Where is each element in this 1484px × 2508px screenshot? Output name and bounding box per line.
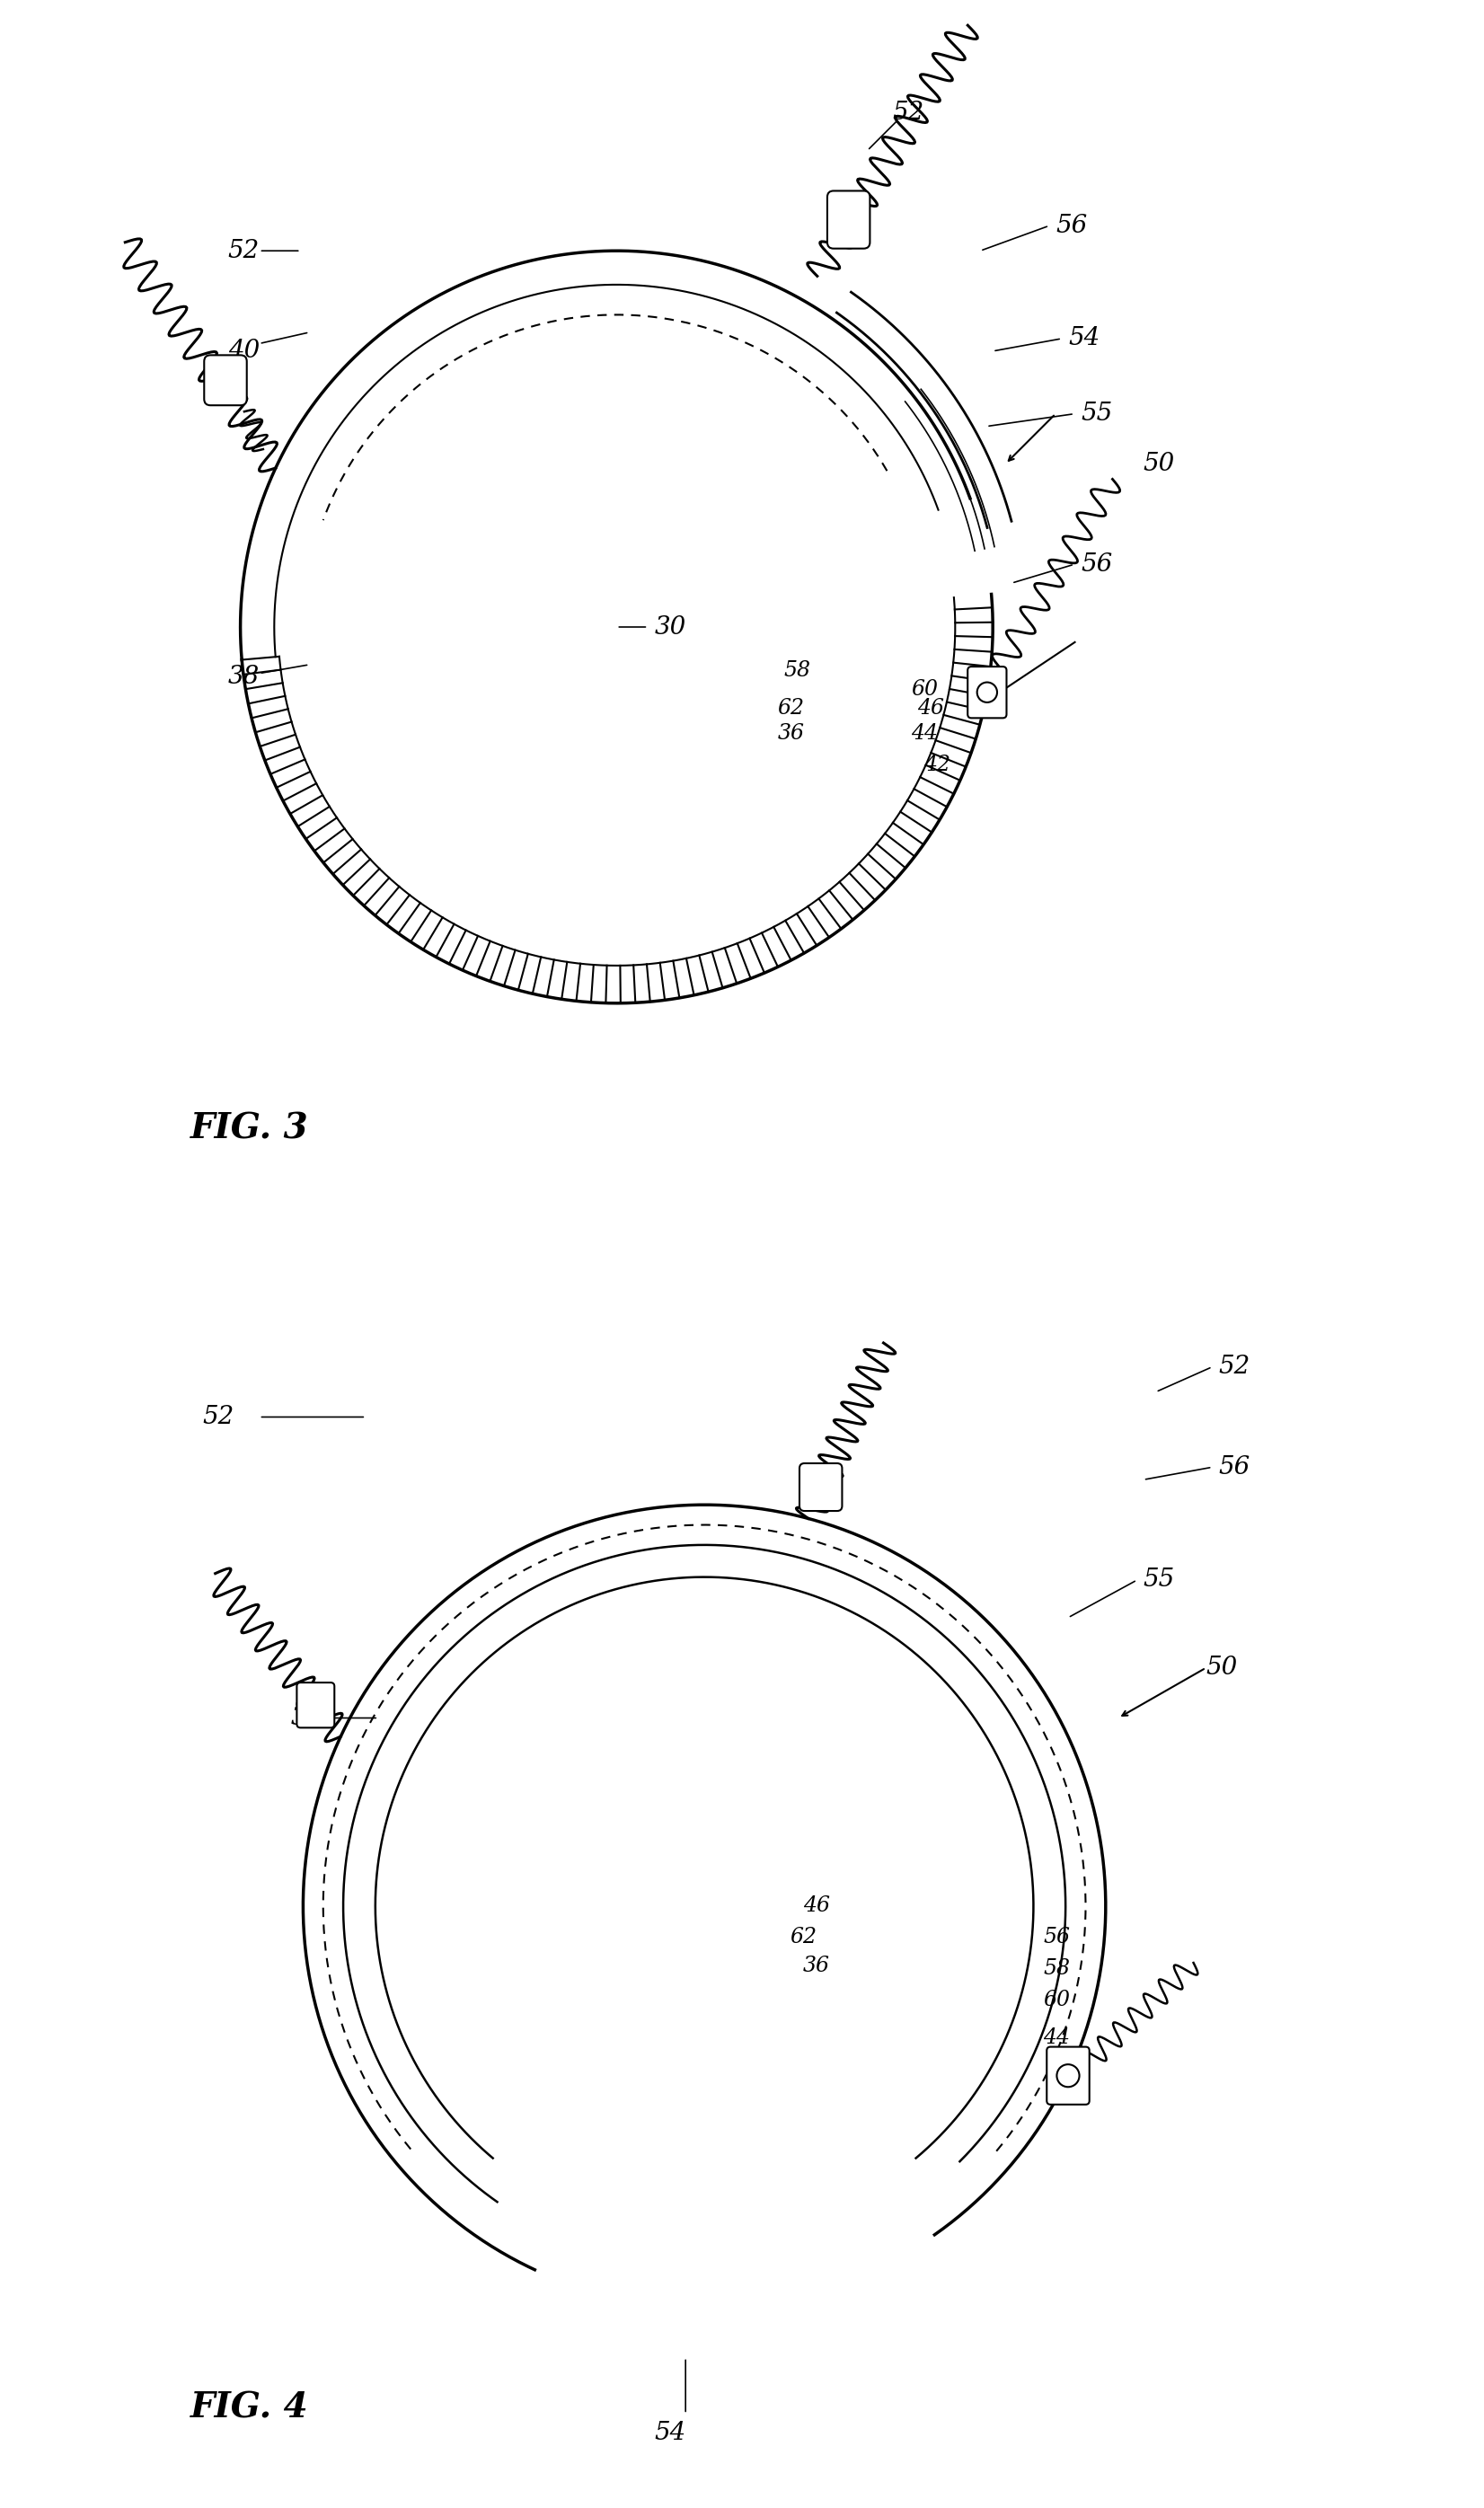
Circle shape [1057,2064,1079,2087]
Text: 55: 55 [1080,401,1112,426]
FancyBboxPatch shape [968,667,1006,717]
FancyBboxPatch shape [800,1462,841,1510]
Text: 56: 56 [1218,1455,1250,1480]
Text: 52: 52 [1218,1354,1250,1379]
Text: 50: 50 [1143,451,1175,477]
Text: 56: 56 [1055,213,1088,238]
Text: 30: 30 [654,614,686,640]
Text: 58: 58 [1043,1959,1070,1979]
Text: 55: 55 [1143,1568,1175,1593]
Text: 52: 52 [203,1404,234,1430]
Text: 36: 36 [778,722,804,745]
Text: 42: 42 [925,755,951,775]
Text: 54: 54 [654,2420,686,2445]
Text: 44: 44 [911,722,938,745]
Text: 44: 44 [1043,2026,1070,2049]
Text: 38: 38 [229,665,260,690]
FancyBboxPatch shape [827,191,870,248]
Text: 46: 46 [917,697,944,720]
Circle shape [976,682,997,702]
FancyBboxPatch shape [1046,2047,1089,2104]
Text: 52: 52 [892,100,925,125]
Text: 50: 50 [1206,1655,1238,1680]
Text: 54: 54 [1068,326,1100,351]
Text: 62: 62 [791,1926,818,1949]
Text: 62: 62 [778,697,804,720]
Text: 58: 58 [784,660,810,682]
Text: 60: 60 [1043,1989,1070,2011]
Text: FIG. 4: FIG. 4 [190,2390,309,2425]
Text: FIG. 3: FIG. 3 [190,1111,309,1146]
Text: 60: 60 [911,680,938,700]
Text: 52: 52 [229,238,260,263]
Text: 36: 36 [803,1956,830,1976]
FancyBboxPatch shape [297,1683,334,1728]
Text: 46: 46 [803,1896,830,1916]
Text: 56: 56 [1043,1926,1070,1949]
Text: 40: 40 [229,339,260,364]
FancyBboxPatch shape [205,356,246,406]
Text: 56: 56 [1080,552,1112,577]
Text: 30: 30 [291,1705,322,1731]
